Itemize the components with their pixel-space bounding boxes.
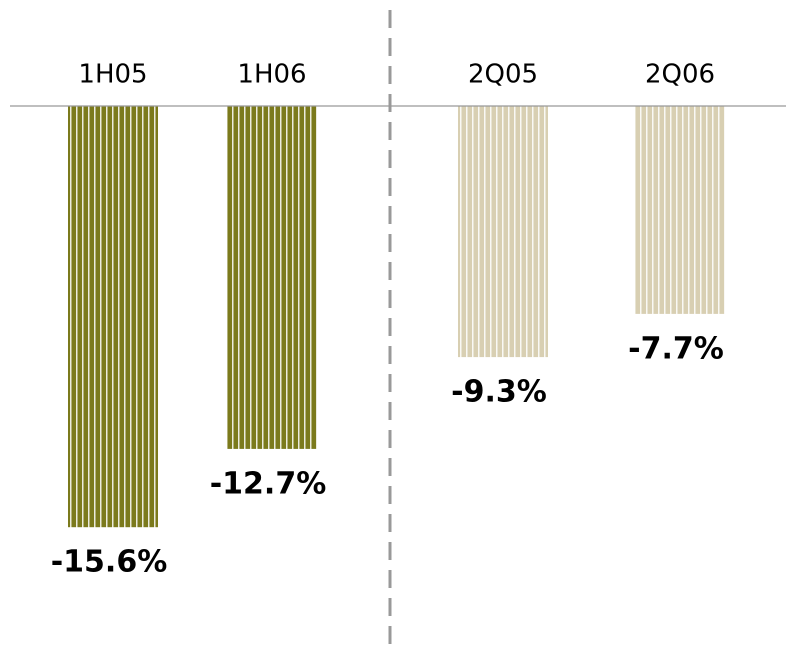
value-label: -15.6% xyxy=(51,545,168,580)
bar xyxy=(635,106,725,314)
bar xyxy=(227,106,317,449)
x-tick-label: 2Q05 xyxy=(468,60,538,90)
x-tick-label: 2Q06 xyxy=(645,60,715,90)
value-label: -7.7% xyxy=(628,331,724,366)
bar xyxy=(68,106,158,528)
x-tick-label: 1H05 xyxy=(78,60,147,90)
bar xyxy=(458,106,548,358)
value-label: -9.3% xyxy=(451,375,547,410)
x-tick-label: 1H06 xyxy=(237,60,306,90)
value-label: -12.7% xyxy=(210,466,327,501)
